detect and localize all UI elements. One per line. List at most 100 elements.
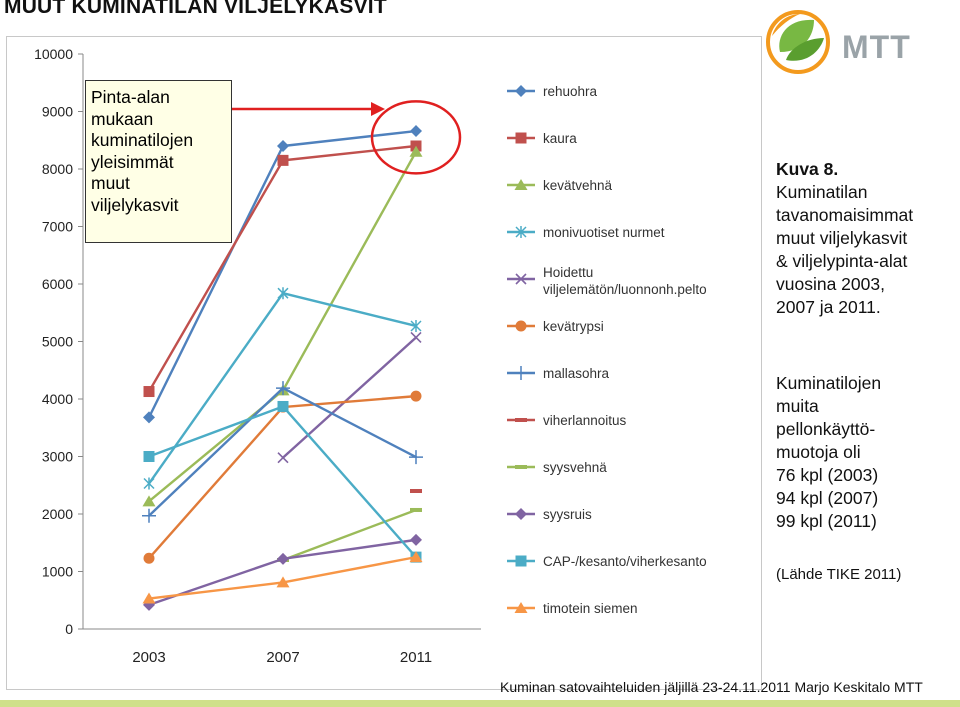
series-line xyxy=(147,386,285,517)
legend-marker xyxy=(515,465,527,469)
legend-label: viherlannoitus xyxy=(543,413,627,428)
series-line xyxy=(281,129,418,148)
data-point xyxy=(410,125,422,138)
legend-marker xyxy=(515,226,527,238)
x-tick-label: 2011 xyxy=(400,649,432,666)
data-point xyxy=(410,331,422,344)
y-tick-label: 5000 xyxy=(42,334,73,350)
legend-label: CAP-/kesanto/viherkesanto xyxy=(543,554,707,569)
caption2-line: Kuminatilojen xyxy=(776,373,882,393)
data-point xyxy=(143,552,155,564)
footer-bar xyxy=(0,700,960,707)
series-line xyxy=(281,555,418,584)
y-tick-label: 4000 xyxy=(42,391,73,407)
legend-label: Hoidettu xyxy=(543,265,593,280)
caption-line: & viljelypinta-alat xyxy=(776,251,908,271)
highlight-ellipse xyxy=(370,100,462,175)
data-point xyxy=(277,287,289,300)
data-point xyxy=(409,145,423,157)
legend-label: kevätrypsi xyxy=(543,319,604,334)
legend-marker xyxy=(515,320,527,332)
callout-line: mukaan xyxy=(91,108,154,129)
y-tick-label: 8000 xyxy=(42,161,73,177)
data-point xyxy=(410,319,422,332)
data-point xyxy=(142,495,156,507)
series-line xyxy=(281,386,418,459)
caption2-line: 94 kpl (2007) xyxy=(776,488,879,508)
footer-text: Kuminan satovaihteluiden jäljillä 23-24.… xyxy=(500,679,923,695)
callout-line: viljelykasvit xyxy=(91,194,179,215)
caption-title: Kuva 8. xyxy=(776,159,839,179)
series-line xyxy=(281,292,418,328)
legend-label: timotein siemen xyxy=(543,601,638,616)
caption2-line: 76 kpl (2003) xyxy=(776,465,879,485)
series-line xyxy=(147,159,285,393)
legend-marker xyxy=(515,132,527,144)
legend-label: mallasohra xyxy=(543,366,610,381)
series-line xyxy=(281,336,418,459)
figure-caption: Kuva 8. Kuminatilan tavanomaisimmat muut v… xyxy=(776,158,956,319)
legend-label: rehuohra xyxy=(543,84,598,99)
data-point xyxy=(409,450,423,465)
data-point xyxy=(277,140,289,152)
y-tick-label: 7000 xyxy=(42,219,73,235)
data-point xyxy=(410,489,422,493)
legend-label: kaura xyxy=(543,131,577,146)
series-line xyxy=(147,557,285,607)
series-line xyxy=(147,405,285,560)
data-point xyxy=(143,386,155,398)
highlight-arrow-head xyxy=(371,102,385,116)
data-point xyxy=(410,533,422,546)
series-line xyxy=(147,581,285,600)
caption-line: muut viljelykasvit xyxy=(776,228,908,248)
legend-label: syysvehnä xyxy=(543,460,607,475)
source-note: (Lähde TIKE 2011) xyxy=(776,566,902,583)
y-tick-label: 2000 xyxy=(42,506,73,522)
data-point xyxy=(143,451,155,462)
series-line xyxy=(281,508,418,562)
data-point xyxy=(142,508,156,523)
series-line xyxy=(147,405,285,458)
series-line xyxy=(147,292,285,485)
y-tick-label: 6000 xyxy=(42,276,73,292)
x-tick-label: 2003 xyxy=(132,649,165,666)
y-tick-label: 1000 xyxy=(42,564,73,580)
callout-line: yleisimmät xyxy=(91,151,174,172)
callout-line: muut xyxy=(91,173,130,193)
series-line xyxy=(281,538,418,561)
data-point xyxy=(410,390,422,402)
series-line xyxy=(281,150,418,392)
other-land-use-note: Kuminatilojen muita pellonkäyttö-muotoja o… xyxy=(776,372,956,533)
data-point xyxy=(277,452,289,464)
legend-label: monivuotiset nurmet xyxy=(543,225,665,240)
caption2-line: 99 kpl (2011) xyxy=(776,511,877,531)
legend-marker xyxy=(515,85,527,97)
callout-line: Pinta-alan xyxy=(91,87,170,107)
caption2-line: muotoja oli xyxy=(776,442,861,462)
caption2-line: pellonkäyttö- xyxy=(776,419,876,439)
mtt-logo-icon: MTT xyxy=(766,10,910,74)
data-point xyxy=(409,551,423,563)
caption-line: vuosina 2003, xyxy=(776,274,885,294)
y-tick-label: 3000 xyxy=(42,449,73,465)
data-point xyxy=(143,411,155,424)
y-tick-label: 10000 xyxy=(34,46,73,62)
y-tick-label: 9000 xyxy=(42,104,73,120)
series-line xyxy=(281,405,418,559)
legend-marker xyxy=(515,273,527,285)
slide-title: MUUT KUMINATILAN VILJELYKASVIT xyxy=(4,0,387,18)
data-point xyxy=(276,576,290,588)
legend-marker xyxy=(514,602,528,613)
caption-line: Kuminatilan xyxy=(776,182,868,202)
callout-line: kuminatilojen xyxy=(91,130,194,150)
caption-line: tavanomaisimmat xyxy=(776,205,914,225)
legend-marker xyxy=(515,508,527,520)
x-tick-label: 2007 xyxy=(266,649,299,666)
legend-marker xyxy=(515,555,527,567)
callout-box: Pinta-alan mukaan kuminatilojen yleisimmät m… xyxy=(85,80,232,243)
caption-line: 2007 ja 2011. xyxy=(776,297,881,317)
data-point xyxy=(276,381,290,396)
legend-label: kevätvehnä xyxy=(543,178,613,193)
caption2-line: muita xyxy=(776,396,819,416)
data-point xyxy=(410,507,422,512)
